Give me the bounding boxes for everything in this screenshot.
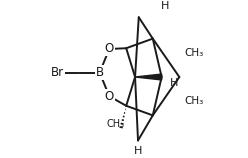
Text: CH₃: CH₃: [107, 119, 125, 129]
Text: B: B: [95, 66, 104, 79]
Text: CH₃: CH₃: [185, 96, 204, 106]
Polygon shape: [135, 74, 162, 80]
Text: Br: Br: [51, 66, 64, 79]
Text: H: H: [170, 78, 178, 88]
Text: O: O: [105, 90, 114, 103]
Text: CH₃: CH₃: [185, 48, 204, 58]
Text: H: H: [134, 146, 143, 156]
Text: O: O: [105, 43, 114, 55]
Text: H: H: [161, 1, 169, 11]
